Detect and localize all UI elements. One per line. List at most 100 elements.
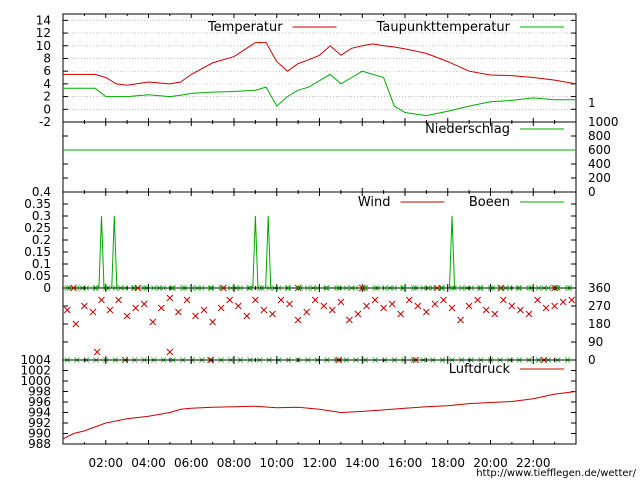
y-tick-label: 0.2: [32, 233, 51, 247]
scatter-point-baseline: [487, 285, 494, 291]
scatter-point: [499, 296, 507, 304]
scatter-point: [200, 306, 208, 314]
scatter-point-baseline: [362, 285, 369, 291]
scatter-point: [243, 312, 251, 320]
scatter-point-baseline: [506, 285, 513, 291]
scatter-point: [551, 302, 558, 310]
scatter-point: [166, 348, 174, 356]
scatter-point-baseline: [131, 285, 138, 291]
scatter-point-baseline: [266, 285, 273, 291]
scatter-point: [380, 304, 387, 312]
scatter-point: [474, 296, 482, 304]
scatter-point: [260, 306, 268, 314]
right-label: 1: [588, 96, 596, 110]
scatter-point-baseline: [276, 285, 282, 291]
scatter-point: [525, 310, 533, 318]
y-tick-label-right: 200: [588, 171, 611, 185]
scatter-point-baseline: [468, 285, 475, 291]
y-tick-label-right: 600: [588, 143, 611, 157]
scatter-point: [397, 310, 405, 318]
scatter-point-baseline: [218, 285, 224, 291]
scatter-point: [93, 348, 101, 356]
x-tick-label: 14:00: [345, 456, 380, 470]
scatter-point-baseline: [285, 285, 292, 291]
scatter-point: [363, 302, 370, 310]
y-tick-label: 0.15: [24, 245, 51, 259]
scatter-point-baseline: [112, 285, 119, 291]
scatter-point: [559, 298, 567, 306]
scatter-point-baseline: [497, 285, 503, 291]
y-tick-label-right: 180: [588, 317, 611, 331]
scatter-point: [219, 284, 227, 292]
scatter-point-baseline: [102, 285, 109, 291]
scatter-point: [192, 312, 199, 320]
scatter-point-baseline: [372, 285, 378, 291]
scatter-point: [286, 300, 293, 308]
y-tick-label: 994: [28, 406, 51, 420]
scatter-point-baseline: [564, 285, 571, 291]
scatter-point: [234, 302, 242, 310]
panel-2: 00.050.10.150.20.250.30.350.4 Boeen Wind: [24, 185, 577, 295]
y-tick-label: 6: [43, 64, 51, 78]
scatter-point-baseline: [93, 285, 99, 291]
scatter-point: [457, 316, 464, 324]
scatter-point-baseline: [83, 285, 90, 291]
y-tick-label-right: 360: [588, 281, 611, 295]
y-tick-label-right: 270: [588, 299, 611, 313]
scatter-point: [63, 306, 71, 314]
y-tick-label-right: 90: [588, 335, 603, 349]
x-tick-label: 18:00: [430, 456, 465, 470]
scatter-point: [328, 306, 336, 314]
scatter-point: [346, 316, 353, 324]
scatter-point: [358, 284, 366, 292]
scatter-point-baseline: [478, 285, 484, 291]
scatter-point: [465, 302, 473, 310]
scatter-point-baseline: [381, 285, 388, 291]
scatter-point: [354, 310, 362, 318]
legend-label: Niederschlag: [425, 122, 510, 137]
y-tick-label: 14: [36, 13, 51, 27]
credit-link: http://www.tiefflegen.de/wetter/: [476, 468, 636, 479]
scatter-point: [89, 308, 97, 316]
x-tick-label: 06:00: [174, 456, 209, 470]
scatter-point: [534, 296, 541, 304]
scatter-point-baseline: [430, 285, 436, 291]
y-tick-label: 0: [43, 102, 51, 116]
scatter-point: [98, 296, 105, 304]
scatter-point-baseline: [208, 285, 215, 291]
scatter-point-baseline: [170, 285, 176, 291]
scatter-point-baseline: [391, 285, 398, 291]
y-tick-label: 1002: [20, 364, 51, 378]
scatter-point-baseline: [353, 285, 359, 291]
scatter-point: [70, 284, 78, 292]
scatter-point-baseline: [458, 285, 465, 291]
scatter-point: [448, 304, 456, 312]
scatter-point-baseline: [74, 285, 80, 291]
scatter-point-baseline: [228, 285, 234, 291]
scatter-point-baseline: [410, 285, 417, 291]
scatter-point: [81, 302, 88, 310]
scatter-point-baseline: [439, 285, 446, 291]
y-tick-label: 1004: [20, 353, 51, 367]
legend-label: Luftdruck: [449, 362, 511, 377]
scatter-point: [132, 304, 140, 312]
y-tick-label: 992: [28, 416, 51, 430]
scatter-point-baseline: [256, 285, 263, 291]
y-tick-label: 0.1: [32, 257, 51, 271]
y-tick-label: 2: [43, 90, 51, 104]
series-taupunkttemperatur-line: [63, 70, 576, 117]
scatter-point: [423, 308, 430, 316]
scatter-point: [405, 296, 413, 304]
y-tick-label: 12: [36, 26, 51, 40]
panel-3: 0 90 180 270 360: [62, 281, 611, 367]
y-tick-label: 0.3: [32, 209, 51, 223]
scatter-point: [157, 304, 165, 312]
x-tick-label: 12:00: [302, 456, 337, 470]
x-tick-label: 20:00: [473, 456, 508, 470]
legend-label: Temperatur: [207, 20, 283, 35]
x-tick-label: 04:00: [131, 456, 166, 470]
